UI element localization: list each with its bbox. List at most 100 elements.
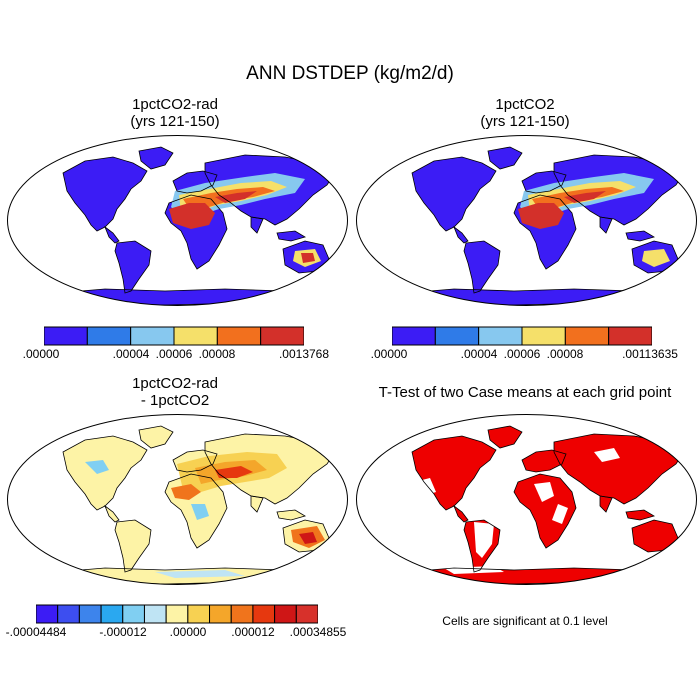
colorbar-box: [173, 326, 218, 346]
landmass-europe: [522, 450, 566, 472]
colorbar-1pctco2: [391, 326, 653, 351]
colorbar-label: .00008: [198, 347, 236, 361]
colorbar-box: [43, 326, 88, 346]
map-1pctco2-rad: [5, 133, 350, 308]
colorbar-label: .00000: [22, 347, 60, 361]
panel-title-difference: 1pctCO2-rad - 1pctCO2: [25, 375, 325, 409]
coastline: [599, 495, 613, 513]
landmass-greenland: [139, 426, 173, 448]
colorbar-box: [35, 604, 59, 624]
value-region: [85, 460, 109, 474]
colorbar-box: [187, 604, 211, 624]
colorbar-label: .00004: [460, 347, 498, 361]
colorbar-box: [78, 604, 102, 624]
coastline: [411, 156, 497, 232]
colorbar-label: -.000012: [99, 625, 147, 639]
map-svg: [356, 414, 697, 585]
value-region: [301, 253, 315, 263]
colorbar-label: .00000: [370, 347, 408, 361]
coastline: [276, 509, 306, 521]
landmass-centralAmerica: [454, 227, 468, 243]
landmass-indonesia: [626, 231, 654, 241]
colorbar-label: -.00004484: [5, 625, 67, 639]
coastline: [138, 425, 174, 449]
panel-title-line: 1pctCO2-rad: [132, 375, 218, 392]
landmass-centralAmerica: [105, 506, 119, 522]
map-svg: [356, 135, 697, 306]
colorbar-box: [143, 604, 167, 624]
coastline: [599, 216, 613, 234]
colorbar-box: [260, 326, 305, 346]
map-1pctco2: [354, 133, 699, 308]
panel-title-line: 1pctCO2: [495, 96, 555, 113]
value-region: [534, 482, 554, 502]
coastline: [487, 146, 523, 170]
panel-title-line: (yrs 121-150): [480, 113, 570, 130]
coastline: [104, 504, 120, 523]
landmass-india: [600, 496, 612, 512]
landmass-africa: [514, 474, 576, 548]
colorbar-difference: [35, 604, 319, 629]
map-svg: [7, 135, 348, 306]
value-region: [518, 203, 564, 229]
panel-title-1pctco2-rad: 1pctCO2-rad (yrs 121-150): [25, 96, 325, 130]
colorbar-svg: [35, 604, 319, 624]
map-difference: [5, 412, 350, 587]
value-region: [299, 532, 317, 544]
colorbar-box: [478, 326, 523, 346]
coastline: [164, 194, 228, 270]
panel-title-line: - 1pctCO2: [140, 392, 210, 409]
landmass-indonesia: [626, 510, 654, 520]
panel-title-line: (yrs 121-150): [130, 113, 220, 130]
colorbar-label: .00008: [546, 347, 584, 361]
map-border: [7, 414, 348, 585]
landmass-centralAmerica: [105, 227, 119, 243]
colorbar-box: [564, 326, 610, 346]
landmass-australia: [632, 520, 678, 552]
colorbar-box: [608, 326, 653, 346]
colorbar-box: [216, 326, 262, 346]
value-region: [474, 522, 494, 558]
coastline: [625, 230, 655, 242]
landmass-southAmerica: [115, 241, 151, 293]
map-content: [7, 135, 348, 306]
colorbar-label: .00000: [169, 625, 207, 639]
coastline: [521, 449, 567, 473]
coastline: [62, 435, 148, 511]
value-region: [215, 466, 253, 478]
colorbar-box: [252, 604, 276, 624]
colorbar-label: .00034855: [289, 625, 347, 639]
coastline: [276, 230, 306, 242]
colorbar-box: [165, 604, 189, 624]
panel-title-line: 1pctCO2-rad: [132, 96, 218, 113]
landmass-asia: [554, 434, 684, 504]
colorbar-label: .000012: [231, 625, 275, 639]
colorbar-1pctco2-rad: [43, 326, 305, 351]
map-ttest: [354, 412, 699, 587]
colorbar-box: [434, 326, 480, 346]
value-region: [215, 191, 257, 203]
coastline: [250, 216, 264, 234]
colorbar-box: [57, 604, 80, 624]
coastline: [164, 473, 228, 549]
landmass-indonesia: [277, 510, 305, 520]
value-region: [169, 203, 215, 229]
figure-title: ANN DSTDEP (kg/m2/d): [246, 63, 454, 84]
landmass-antarctica: [406, 289, 654, 305]
map-svg: [7, 414, 348, 585]
coastline: [250, 495, 264, 513]
value-region: [642, 249, 670, 267]
map-border: [7, 135, 348, 306]
colorbar-svg: [43, 326, 305, 346]
colorbar-box: [230, 604, 254, 624]
colorbar-box: [130, 326, 175, 346]
coastline: [513, 194, 577, 270]
map-border: [356, 135, 697, 306]
coastline: [114, 240, 152, 294]
coastline: [138, 146, 174, 170]
coastline: [521, 170, 567, 194]
panel-title-ttest: T-Test of two Case means at each grid po…: [355, 384, 695, 401]
coastline: [411, 435, 497, 511]
coastline: [62, 156, 148, 232]
colorbar-box: [209, 604, 232, 624]
